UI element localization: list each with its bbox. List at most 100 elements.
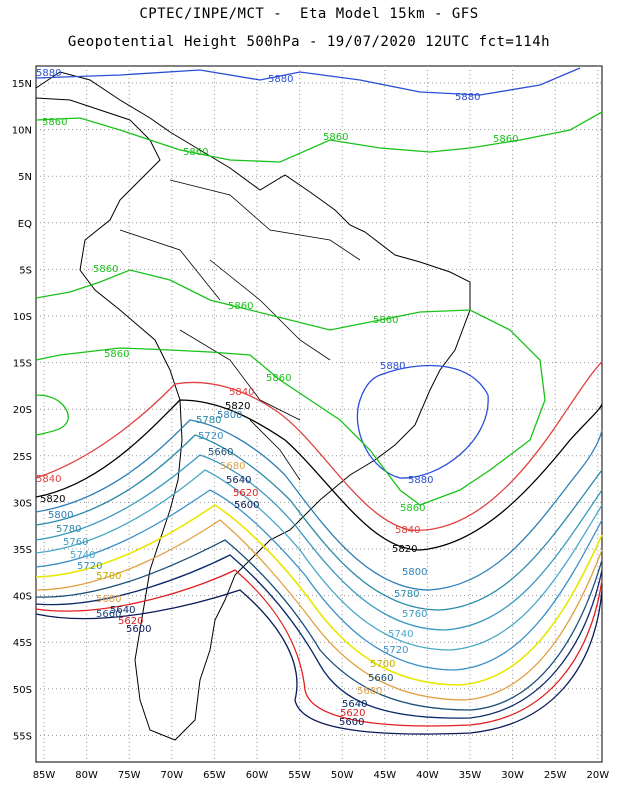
contour-5680 — [35, 519, 603, 701]
contour-5840 — [35, 361, 603, 531]
contour-5700 — [35, 504, 603, 686]
contour-label: 5740 — [388, 629, 413, 640]
contour-label: 5820 — [40, 494, 65, 505]
lon-tick-label: 30W — [501, 770, 524, 781]
lon-tick-label: 20W — [586, 770, 609, 781]
chart-title-line1: CPTEC/INPE/MCT - Eta Model 15km - GFS — [139, 6, 479, 22]
contour-5780 — [35, 434, 603, 611]
lat-tick-label: 50S — [13, 685, 32, 696]
lat-tick-label: 10S — [13, 312, 32, 323]
country-borders — [119, 179, 361, 481]
contour-label: 5620 — [233, 488, 258, 499]
coastlines — [35, 71, 471, 741]
contour-label: 5820 — [392, 544, 417, 555]
contour-label: 5660 — [96, 609, 121, 620]
lat-tick-label: 20S — [13, 405, 32, 416]
contour-label: 5760 — [63, 537, 88, 548]
contour-label: 5760 — [402, 609, 427, 620]
contour-label: 5740 — [70, 550, 95, 561]
graticule — [36, 66, 602, 762]
contour-label: 5880 — [408, 475, 433, 486]
contour-label: 5880 — [36, 68, 61, 79]
lat-tick-label: 15S — [13, 359, 32, 370]
lat-tick-label: 5N — [18, 172, 32, 183]
contour-label: 5860 — [228, 301, 253, 312]
contour-label: 5800 — [217, 410, 242, 421]
contour-label: 5720 — [198, 431, 223, 442]
contour-label: 5640 — [110, 605, 135, 616]
contour-label: 5880 — [380, 361, 405, 372]
height-contours — [35, 67, 603, 735]
contour-label: 5780 — [394, 589, 419, 600]
lat-tick-label: 15N — [12, 79, 32, 90]
lat-tick-label: 55S — [13, 731, 32, 742]
lon-tick-label: 85W — [33, 770, 56, 781]
contour-label: 5860 — [266, 373, 291, 384]
contour-label: 5780 — [56, 524, 81, 535]
lat-tick-label: 40S — [13, 592, 32, 603]
contour-label: 5680 — [96, 594, 121, 605]
lon-tick-label: 70W — [160, 770, 183, 781]
contour-label: 5880 — [455, 92, 480, 103]
lon-tick-label: 25W — [544, 770, 567, 781]
contour-label: 5700 — [370, 659, 395, 670]
map-frame — [35, 65, 603, 763]
lat-tick-label: 35S — [13, 545, 32, 556]
lon-tick-label: 45W — [373, 770, 396, 781]
contour-label: 5780 — [196, 415, 221, 426]
south-america-coast — [35, 71, 471, 741]
lat-tick-label: 10N — [12, 126, 32, 137]
contour-label: 5860 — [493, 134, 518, 145]
lon-tick-label: 35W — [459, 770, 482, 781]
lon-tick-label: 50W — [331, 770, 354, 781]
contour-5640 — [35, 554, 603, 719]
contour-label: 5640 — [342, 699, 367, 710]
contour-label: 5680 — [220, 461, 245, 472]
contour-5720 — [35, 489, 603, 671]
contour-5880-high — [356, 364, 489, 479]
latitude-labels: 15N 10N 5N EQ 5S 10S 15S 20S 25S 30S 35S 40S 45S 50S 5… — [12, 79, 32, 742]
contour-label: 5620 — [118, 616, 143, 627]
contour-label: 5860 — [400, 503, 425, 514]
contour-5820 — [35, 399, 603, 551]
contour-label: 5860 — [373, 315, 398, 326]
contour-label: 5860 — [183, 147, 208, 158]
contour-label: 5660 — [208, 447, 233, 458]
contour-5860-south — [35, 269, 546, 506]
contour-label: 5860 — [42, 117, 67, 128]
lon-tick-label: 80W — [75, 770, 98, 781]
contour-5800 — [35, 419, 603, 591]
contour-label: 5840 — [36, 474, 61, 485]
longitude-labels: 85W 80W 75W 70W 65W 60W 55W 50W 45W 40W 35W 30W 25W 2… — [33, 770, 610, 781]
contour-label: 5800 — [402, 567, 427, 578]
contour-label: 5700 — [96, 571, 121, 582]
contour-label: 5680 — [357, 686, 382, 697]
contour-label: 5860 — [93, 264, 118, 275]
contour-labels: 5880 5880 5880 5880 5880 5860 5860 5860 … — [36, 68, 518, 728]
lon-tick-label: 75W — [118, 770, 141, 781]
contour-label: 5600 — [339, 717, 364, 728]
contour-label: 5860 — [323, 132, 348, 143]
chart-title-line2: Geopotential Height 500hPa - 19/07/2020 … — [67, 34, 551, 50]
contour-5880-north — [35, 67, 581, 96]
contour-label: 5800 — [48, 510, 73, 521]
contour-label: 5620 — [340, 708, 365, 719]
contour-label: 5880 — [268, 74, 293, 85]
lon-tick-label: 55W — [288, 770, 311, 781]
contour-label: 5600 — [126, 624, 151, 635]
contour-5600 — [35, 589, 603, 735]
contour-5740 — [35, 469, 603, 651]
contour-label: 5860 — [104, 349, 129, 360]
lon-tick-label: 40W — [416, 770, 439, 781]
contour-5620 — [35, 569, 603, 727]
lat-tick-label: 30S — [13, 498, 32, 509]
lon-tick-label: 65W — [203, 770, 226, 781]
contour-label: 5840 — [229, 387, 254, 398]
lat-tick-label: 5S — [19, 265, 32, 276]
contour-5660 — [35, 539, 603, 711]
contour-label: 5840 — [395, 525, 420, 536]
lat-tick-label: 25S — [13, 452, 32, 463]
lon-tick-label: 60W — [246, 770, 269, 781]
contour-label: 5600 — [234, 500, 259, 511]
